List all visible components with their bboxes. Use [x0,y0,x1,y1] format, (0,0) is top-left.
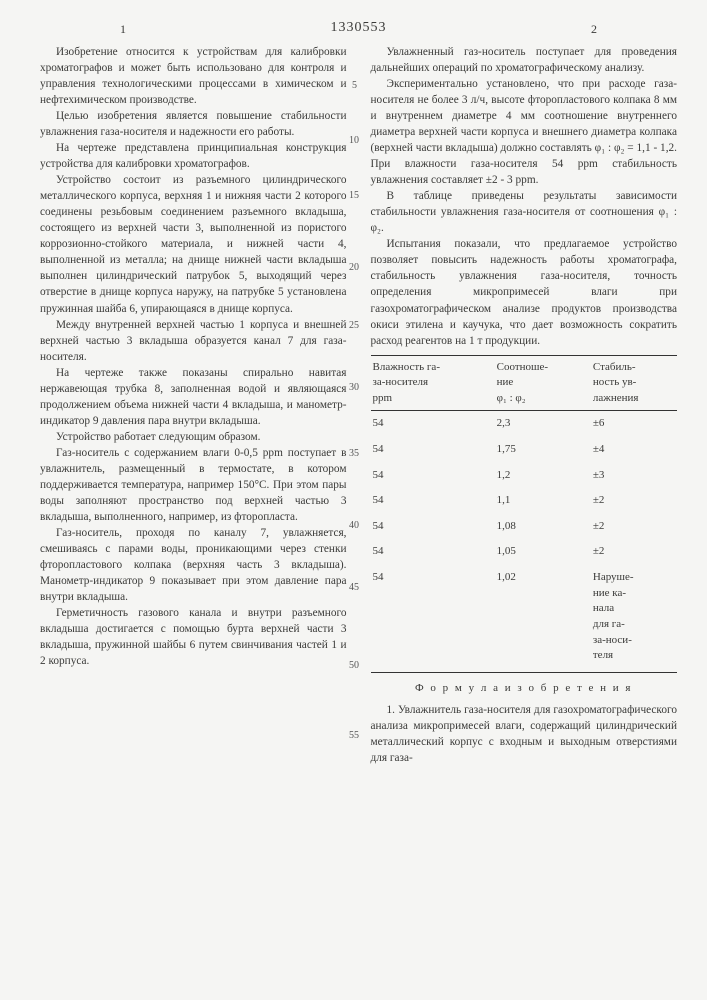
two-column-layout: Изобретение относится к устройствам для … [40,44,677,766]
paragraph: На чертеже представлена принципиальная к… [40,140,347,172]
line-number: 25 [349,320,359,331]
paragraph: На чертеже также показаны спирально нави… [40,365,347,429]
table-cell: ±3 [591,463,677,489]
claims-heading: Ф о р м у л а и з о б р е т е н и я [371,681,678,697]
table-header: Стабиль-ность ув-лажнения [591,355,677,411]
paragraph: Экспериментально установлено, что при ра… [371,76,678,188]
line-number: 40 [349,520,359,531]
table-row: 54 1,05 ±2 [371,539,678,565]
paragraph: Целью изобретения является повышение ста… [40,108,347,140]
table-row: 54 1,75 ±4 [371,437,678,463]
line-number: 55 [349,730,359,741]
table-row: 54 1,2 ±3 [371,463,678,489]
line-number: 45 [349,582,359,593]
paragraph: В таблице приведены результаты зависимос… [371,188,678,236]
paragraph: Увлажненный газ-носитель поступает для п… [371,44,678,76]
table-cell: 54 [371,514,495,540]
claim-paragraph: 1. Увлажнитель газа-носителя для газохро… [371,702,678,766]
table-cell: 54 [371,488,495,514]
page-number-left: 1 [120,22,126,37]
table-cell: Наруше- ние ка- нала для га- за-носи- те… [591,565,677,672]
table-cell: 54 [371,411,495,437]
line-number: 50 [349,660,359,671]
table-cell: 1,02 [495,565,591,672]
paragraph: Газ-носитель с содержанием влаги 0-0,5 p… [40,445,347,525]
paragraph: Устройство работает следующим образом. [40,429,347,445]
table-header: Соотноше-ниеφ₁ : φ₂ [495,355,591,411]
table-cell: ±2 [591,488,677,514]
paragraph: Устройство состоит из разъемного цилиндр… [40,172,347,316]
paragraph: Герметичность газового канала и внутри р… [40,605,347,669]
paragraph: Испытания показали, что предлагаемое уст… [371,236,678,348]
table-cell: 54 [371,437,495,463]
line-number: 30 [349,382,359,393]
paragraph: Изобретение относится к устройствам для … [40,44,347,108]
document-number: 1330553 [40,20,677,36]
table-cell: ±4 [591,437,677,463]
line-number: 15 [349,190,359,201]
table-cell: ±6 [591,411,677,437]
line-number: 35 [349,448,359,459]
paragraph: Газ-носитель, проходя по каналу 7, увлаж… [40,525,347,605]
table-cell: 54 [371,463,495,489]
left-column: Изобретение относится к устройствам для … [40,44,347,766]
line-number: 20 [349,262,359,273]
table-cell: 1,1 [495,488,591,514]
table-row: 54 1,08 ±2 [371,514,678,540]
table-row: 54 2,3 ±6 [371,411,678,437]
page-number-right: 2 [591,22,597,37]
table-header: Влажность га-за-носителяppm [371,355,495,411]
table-cell: 1,05 [495,539,591,565]
table-cell: ±2 [591,539,677,565]
line-number: 5 [352,80,357,91]
table-row: 54 1,02 Наруше- ние ка- нала для га- за-… [371,565,678,672]
line-number: 10 [349,135,359,146]
paragraph: Между внутренней верхней частью 1 корпус… [40,317,347,365]
patent-page: 1 1330553 2 5 10 15 20 25 30 35 40 45 50… [0,0,707,1000]
table-cell: 54 [371,565,495,672]
table-cell: 1,08 [495,514,591,540]
table-cell: 1,75 [495,437,591,463]
table-cell: 54 [371,539,495,565]
table-cell: 2,3 [495,411,591,437]
table-cell: ±2 [591,514,677,540]
results-table: Влажность га-за-носителяppm Соотноше-ние… [371,355,678,672]
table-cell: 1,2 [495,463,591,489]
table-row: 54 1,1 ±2 [371,488,678,514]
right-column: Увлажненный газ-носитель поступает для п… [371,44,678,766]
